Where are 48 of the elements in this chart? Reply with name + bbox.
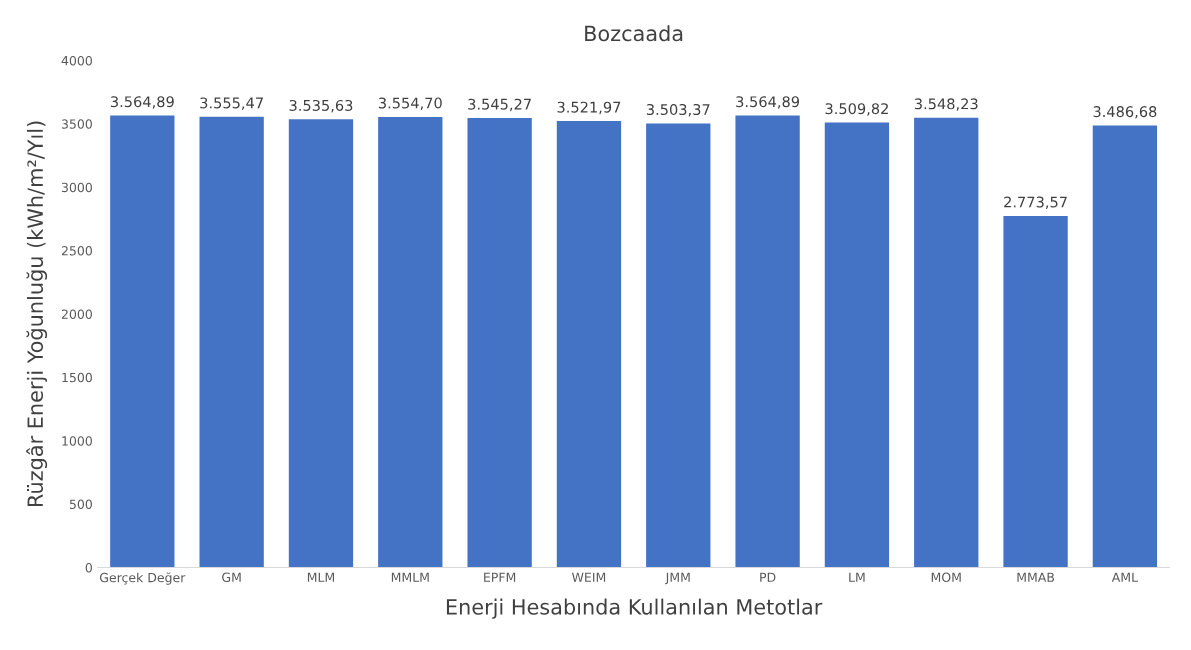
bar <box>824 122 890 568</box>
bar <box>288 119 354 568</box>
data-label: 2.773,57 <box>1004 196 1067 210</box>
bar <box>378 116 443 568</box>
y-tick-label: 2000 <box>61 309 92 319</box>
x-tick-label: AML <box>1111 572 1138 582</box>
data-label: 3.486,68 <box>1093 106 1157 119</box>
bar <box>110 115 175 568</box>
x-tick-label: JMM <box>665 572 690 585</box>
data-label: 3.535,63 <box>289 99 353 113</box>
bar <box>467 118 532 568</box>
x-tick-label: MMAB <box>1017 572 1055 582</box>
data-label: 3.509,82 <box>825 103 888 116</box>
data-label: 3.545,27 <box>468 98 531 112</box>
x-tick-label: MMLM <box>391 572 429 582</box>
bar <box>199 116 264 568</box>
y-tick-label: 4000 <box>61 55 92 66</box>
data-label: 3.548,23 <box>914 98 978 111</box>
x-tick-label: LM <box>849 572 865 582</box>
data-label: 3.554,70 <box>378 97 442 110</box>
bar <box>735 115 800 568</box>
bar <box>556 121 622 568</box>
bar <box>1092 125 1158 568</box>
data-label: 3.555,47 <box>200 97 263 110</box>
y-tick-label: 1500 <box>62 372 92 383</box>
data-label: 3.503,37 <box>646 103 710 117</box>
x-axis-title: Enerji Hesabında Kullanılan Metotlar <box>446 598 823 619</box>
x-tick-label: WEIM <box>572 572 606 582</box>
y-tick-label: 0 <box>85 562 92 573</box>
data-label: 3.564,89 <box>736 96 800 109</box>
y-tick-label: 3500 <box>61 119 92 129</box>
x-tick-label: PD <box>760 572 776 582</box>
y-axis-title: Rüzgâr Enerji Yoğunluğu (kWh/m²/Yıl) <box>26 121 48 507</box>
chart-title: Bozcaada <box>585 25 683 42</box>
bar <box>914 117 979 568</box>
y-tick-label: 3000 <box>61 182 92 193</box>
x-tick-label: GM <box>222 572 241 582</box>
y-tick-label: 2500 <box>61 246 92 256</box>
bar <box>1003 215 1068 568</box>
x-tick-label: MOM <box>931 572 961 582</box>
x-tick-label: EPFM <box>484 572 516 582</box>
bar <box>646 123 711 568</box>
x-tick-label: Gerçek Değer <box>99 572 186 585</box>
y-tick-label: 500 <box>69 499 92 509</box>
x-tick-label: MLM <box>307 572 335 582</box>
data-label: 3.521,97 <box>557 101 621 115</box>
y-tick-label: 1000 <box>62 436 92 446</box>
data-label: 3.564,89 <box>110 96 174 109</box>
